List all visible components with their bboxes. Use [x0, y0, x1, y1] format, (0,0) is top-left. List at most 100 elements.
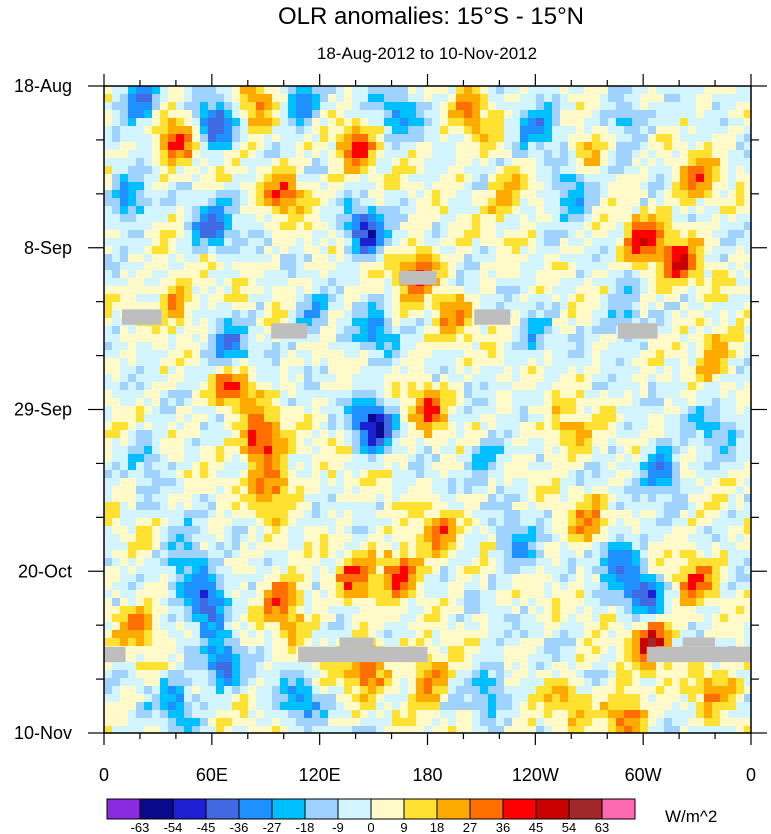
heatmap-cell [432, 166, 440, 174]
heatmap-cell [368, 94, 376, 102]
heatmap-cell [376, 206, 384, 214]
heatmap-cell [208, 278, 216, 286]
heatmap-cell [744, 478, 751, 486]
heatmap-cell [104, 318, 112, 326]
heatmap-cell [632, 198, 640, 206]
heatmap-cell [560, 262, 568, 270]
heatmap-cell [144, 558, 152, 566]
heatmap-cell [528, 438, 536, 446]
heatmap-cell [128, 230, 136, 238]
heatmap-cell [112, 382, 120, 390]
heatmap-cell [328, 142, 336, 150]
heatmap-cell [104, 110, 112, 118]
heatmap-cell [272, 254, 280, 262]
heatmap-cell [656, 158, 664, 166]
heatmap-cell [480, 462, 488, 470]
heatmap-cell [384, 214, 392, 222]
heatmap-cell [632, 382, 640, 390]
heatmap-cell [176, 342, 184, 350]
heatmap-cell [352, 574, 360, 582]
heatmap-cell [576, 238, 584, 246]
heatmap-cell [200, 318, 208, 326]
heatmap-cell [688, 286, 696, 294]
heatmap-cell [320, 214, 328, 222]
heatmap-cell [392, 334, 400, 342]
heatmap-cell [440, 222, 448, 230]
heatmap-cell [528, 558, 536, 566]
heatmap-cell [128, 486, 136, 494]
heatmap-cell [376, 142, 384, 150]
heatmap-cell [416, 110, 424, 118]
heatmap-cell [416, 302, 424, 310]
heatmap-cell [152, 558, 160, 566]
heatmap-cell [288, 134, 296, 142]
heatmap-cell [488, 342, 496, 350]
heatmap-cell [400, 446, 408, 454]
heatmap-cell [544, 286, 552, 294]
heatmap-cell [224, 222, 232, 230]
heatmap-cell [728, 542, 736, 550]
heatmap-cell [672, 334, 680, 342]
heatmap-cell [512, 494, 520, 502]
heatmap-cell [440, 462, 448, 470]
heatmap-cell [184, 110, 192, 118]
heatmap-cell [240, 102, 248, 110]
heatmap-cell [120, 502, 128, 510]
heatmap-cell [584, 334, 592, 342]
heatmap-cell [184, 358, 192, 366]
heatmap-cell [264, 366, 272, 374]
heatmap-cell [512, 94, 520, 102]
heatmap-cell [472, 246, 480, 254]
heatmap-cell [264, 334, 272, 342]
heatmap-cell [312, 190, 320, 198]
heatmap-cell [416, 334, 424, 342]
heatmap-cell [312, 326, 320, 334]
heatmap-cell [336, 94, 344, 102]
heatmap-cell [200, 198, 208, 206]
heatmap-cell [416, 446, 424, 454]
heatmap-cell [616, 494, 624, 502]
heatmap-cell [104, 438, 112, 446]
heatmap-cell [736, 550, 744, 558]
heatmap-cell [272, 358, 280, 366]
heatmap-cell [168, 350, 176, 358]
heatmap-cell [328, 206, 336, 214]
heatmap-cell [424, 190, 432, 198]
heatmap-cell [664, 526, 672, 534]
heatmap-cell [368, 382, 376, 390]
heatmap-cell [656, 238, 664, 246]
heatmap-cell [328, 286, 336, 294]
heatmap-cell [104, 294, 112, 302]
heatmap-cell [176, 222, 184, 230]
heatmap-cell [584, 302, 592, 310]
heatmap-cell [560, 310, 568, 318]
heatmap-cell [480, 262, 488, 270]
heatmap-cell [448, 446, 456, 454]
heatmap-cell [120, 166, 128, 174]
heatmap-cell [640, 382, 648, 390]
heatmap-cell [664, 342, 672, 350]
heatmap-cell [648, 142, 656, 150]
heatmap-cell [680, 214, 688, 222]
heatmap-cell [464, 142, 472, 150]
heatmap-cell [744, 350, 751, 358]
heatmap-cell [248, 206, 256, 214]
heatmap-cell [728, 382, 736, 390]
heatmap-cell [312, 214, 320, 222]
heatmap-cell [104, 430, 112, 438]
heatmap-cell [248, 150, 256, 158]
heatmap-cell [112, 222, 120, 230]
heatmap-cell [528, 230, 536, 238]
heatmap-cell [712, 390, 720, 398]
heatmap-cell [200, 278, 208, 286]
heatmap-cell [704, 518, 712, 526]
heatmap-cell [568, 326, 576, 334]
heatmap-cell [680, 342, 688, 350]
heatmap-cell [296, 214, 304, 222]
heatmap-cell [600, 542, 608, 550]
heatmap-cell [448, 350, 456, 358]
heatmap-cell [744, 294, 751, 302]
heatmap-cell [736, 326, 744, 334]
heatmap-cell [640, 358, 648, 366]
heatmap-cell [128, 126, 136, 134]
